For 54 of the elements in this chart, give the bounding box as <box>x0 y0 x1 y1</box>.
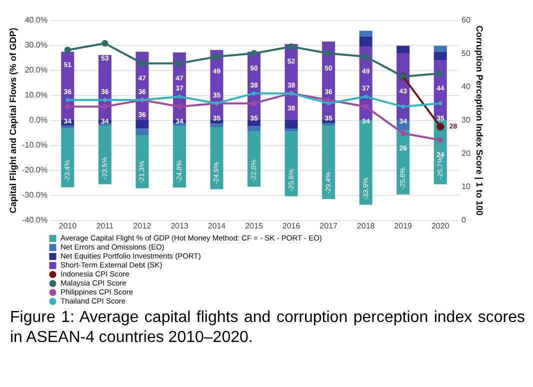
y-tick-label: 40.0% <box>24 16 48 24</box>
y-tick-label: -20.0% <box>22 166 48 174</box>
bar <box>61 52 74 120</box>
y2-axis-title: Corruption Perception Index Score | 1 to 100 <box>474 25 484 216</box>
y-tick-label: 10.0% <box>24 90 48 100</box>
y2-tick-label: 50 <box>462 48 471 58</box>
bar <box>359 36 372 47</box>
y2-tick-label: 10 <box>462 182 471 192</box>
y-tick-label: -10.0% <box>22 140 48 150</box>
bar <box>248 120 260 126</box>
bar <box>98 126 112 184</box>
bar <box>136 120 149 129</box>
x-tick-label: 2013 <box>170 222 189 230</box>
bar <box>434 46 447 52</box>
bar <box>172 126 186 188</box>
bar <box>248 132 260 187</box>
y2-tick-label: 40 <box>462 82 471 92</box>
bar <box>284 128 298 132</box>
bar <box>210 127 224 190</box>
x-tick-label: 2020 <box>431 222 450 230</box>
bar <box>136 128 149 135</box>
x-tick-label: 2018 <box>356 222 376 230</box>
x-tick-label: 2011 <box>96 222 114 230</box>
bar <box>61 126 74 129</box>
y-tick-label: 0.0% <box>29 116 48 124</box>
bar <box>248 126 260 132</box>
x-tick-label: 2014 <box>208 222 226 230</box>
bar <box>359 30 372 36</box>
x-tick-label: 2017 <box>320 222 338 230</box>
bar <box>210 120 224 124</box>
y2-tick-label: 30 <box>462 116 471 124</box>
bar <box>359 120 372 205</box>
y2-tick-label: 60 <box>462 16 471 24</box>
y2-tick-label: 0 <box>462 216 466 224</box>
x-tick-label: 2019 <box>394 222 413 230</box>
y2-tick-label: 20 <box>462 148 471 158</box>
bar <box>210 124 224 127</box>
bar <box>396 46 410 53</box>
y-tick-label: 30.0% <box>24 40 48 50</box>
bar <box>61 128 74 188</box>
x-tick-label: 2015 <box>245 222 264 230</box>
y-tick-label: -40.0% <box>22 216 48 224</box>
x-tick-label: 2012 <box>133 222 152 230</box>
y-axis-title: Capital Flight and Capital Flows (% of GDP) <box>8 28 18 214</box>
y-tick-label: 20.0% <box>24 66 48 74</box>
x-tick-label: 2016 <box>282 222 301 230</box>
caption: Figure 1: Average capital flights and corruption perception index scores in ASEAN-4 countries 2010–2020. <box>9 308 526 348</box>
bar <box>434 52 447 60</box>
bar <box>136 135 149 188</box>
x-tick-label: 2010 <box>58 222 78 230</box>
bar <box>284 132 298 196</box>
bar <box>284 120 298 128</box>
y-tick-label: -30.0% <box>22 190 48 200</box>
bar <box>322 126 336 199</box>
